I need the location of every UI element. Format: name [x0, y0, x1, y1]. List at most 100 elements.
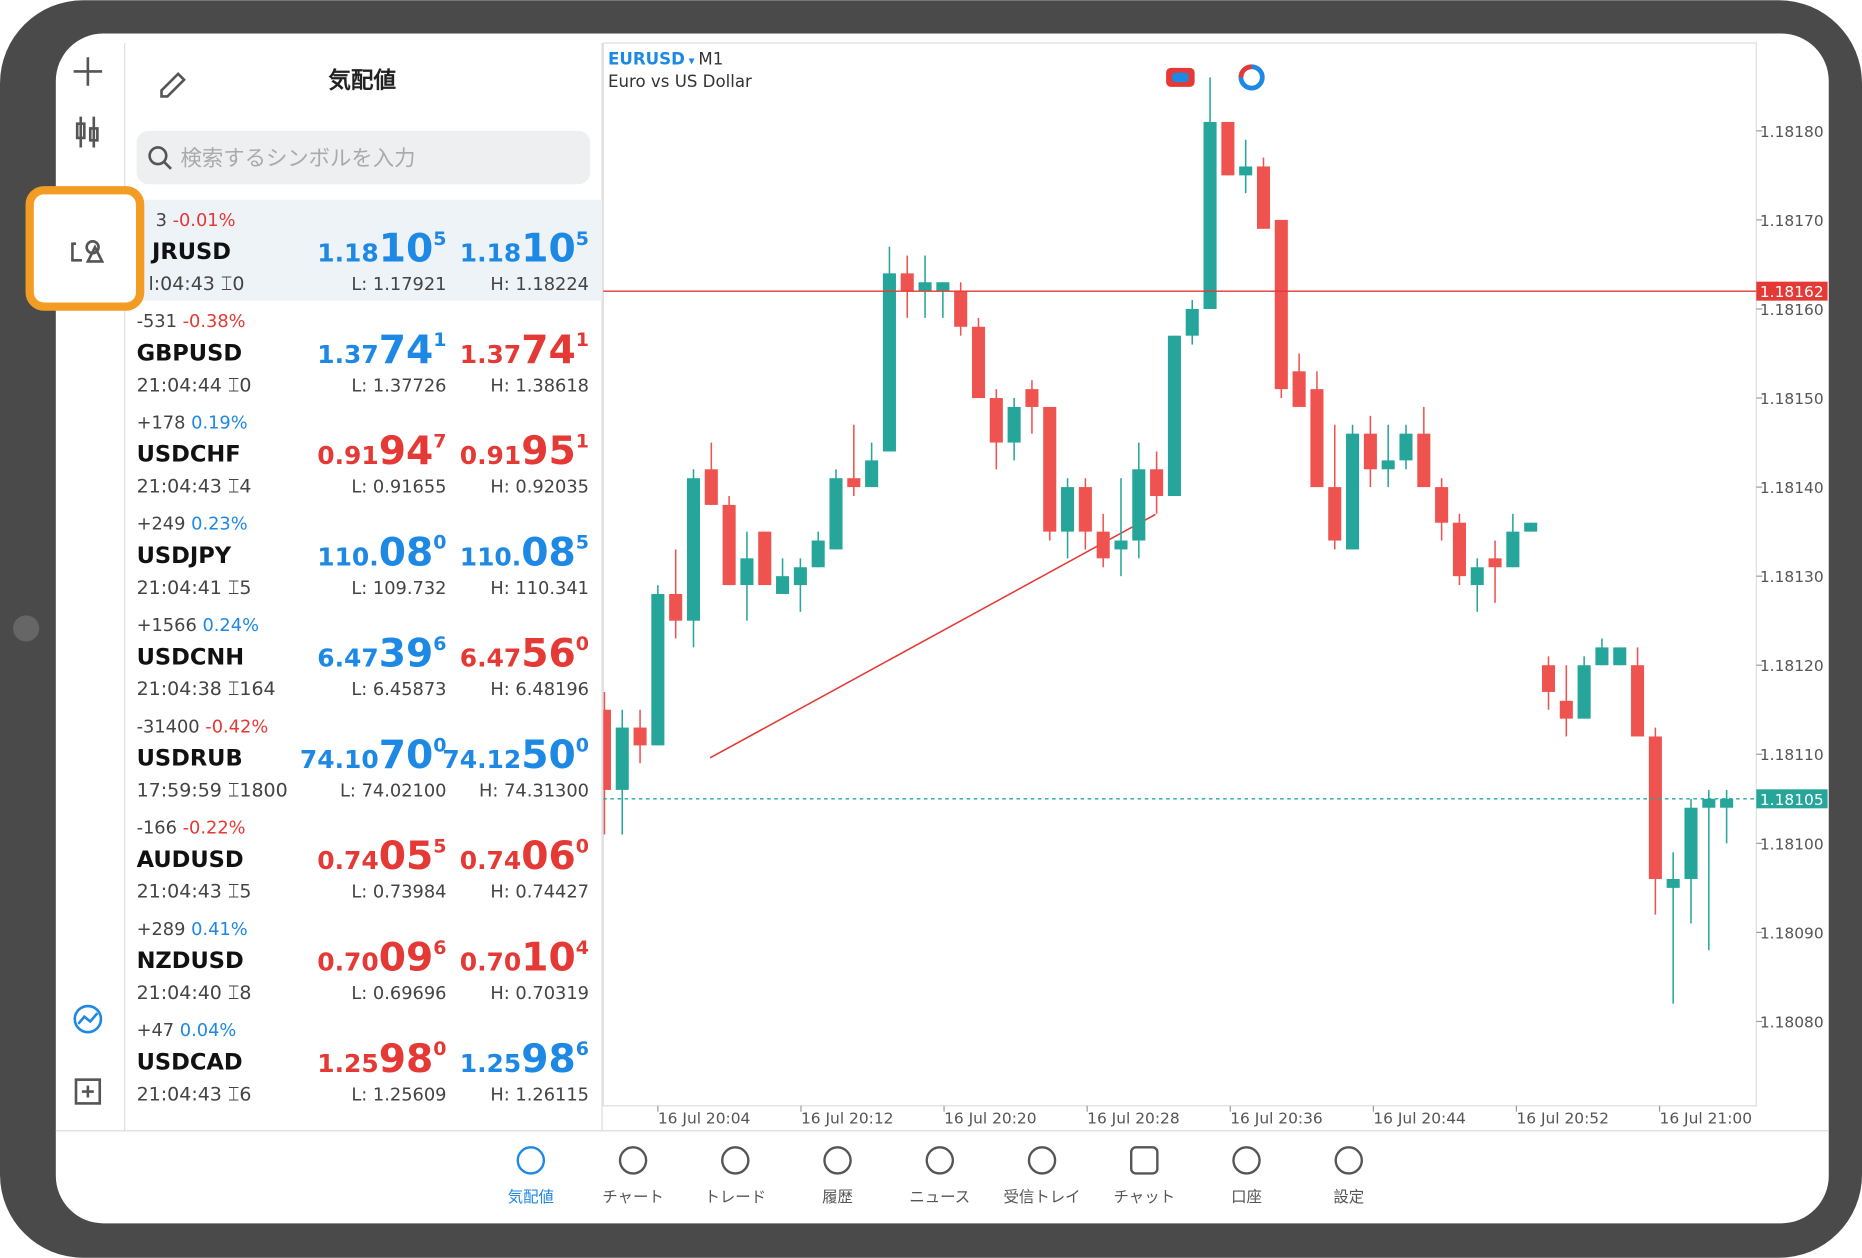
low: L: 1.25609 — [351, 1084, 446, 1105]
price-prefix: 0.74 — [317, 846, 379, 875]
candle-body — [1096, 531, 1110, 559]
price-sup: 0 — [576, 836, 589, 858]
candle-body — [1720, 798, 1734, 808]
symbol[interactable]: USDJPY — [137, 543, 232, 569]
x-tick-label: 16 Jul 21:00 — [1660, 1110, 1752, 1128]
tab-label[interactable]: 設定 — [1333, 1188, 1364, 1206]
candle-body — [1274, 219, 1288, 390]
time: 21:04:40 — [137, 982, 222, 1004]
y-tick-label: 1.18090 — [1760, 924, 1824, 942]
spread: 4 — [239, 476, 251, 498]
price-sup: 5 — [433, 836, 446, 858]
candle-body — [1078, 487, 1092, 532]
candle-body — [1452, 522, 1466, 577]
tab-icon[interactable] — [516, 1146, 546, 1175]
price-sup: 1 — [576, 430, 589, 452]
tab-label[interactable]: 気配値 — [508, 1188, 554, 1206]
change-percent: -0.42% — [205, 716, 268, 737]
symbol[interactable]: JRUSD — [150, 239, 231, 265]
price-big: 10 — [521, 936, 576, 981]
analytics-icon[interactable] — [73, 1004, 103, 1034]
price-sup: 7 — [433, 430, 446, 452]
candle-body — [1577, 665, 1591, 719]
quote-time: 21:04:38 ⌶164 — [137, 678, 276, 700]
crosshair-icon[interactable] — [73, 57, 103, 86]
candle-body — [1399, 433, 1413, 461]
object-icon — [71, 239, 105, 263]
candle-body — [1256, 166, 1271, 229]
tab-icon[interactable] — [721, 1146, 750, 1175]
change-points: -31400 — [137, 716, 200, 737]
trend-line[interactable] — [709, 513, 1156, 759]
symbol[interactable]: USDCHF — [137, 442, 241, 468]
price-big: 74 — [379, 328, 434, 373]
ask-price: 0.91951 — [460, 429, 589, 474]
candle-body — [1310, 389, 1324, 488]
high: H: 0.74427 — [490, 882, 589, 903]
bid-price: 1.25980 — [317, 1037, 446, 1082]
price-big: 50 — [521, 733, 576, 778]
x-tick-label: 16 Jul 20:20 — [944, 1110, 1036, 1128]
symbol[interactable]: USDCAD — [137, 1049, 243, 1075]
price-sup: 0 — [433, 1038, 446, 1060]
candle-body — [1328, 487, 1342, 541]
spread: 5 — [239, 577, 251, 599]
price-sup: 0 — [576, 633, 589, 655]
candle-body — [1185, 308, 1199, 336]
symbol[interactable]: NZDUSD — [137, 948, 244, 974]
low: L: 0.69696 — [351, 983, 446, 1004]
tab-icon[interactable] — [1334, 1146, 1364, 1175]
symbol[interactable]: USDCNH — [137, 644, 245, 670]
change-points: -166 — [137, 818, 177, 839]
chart-symbol[interactable]: EURUSD — [608, 49, 685, 68]
tab-label[interactable]: ニュース — [909, 1188, 970, 1206]
tab-label[interactable]: 履歴 — [822, 1188, 853, 1206]
tab-icon[interactable] — [1232, 1146, 1261, 1175]
price-sup: 5 — [433, 228, 446, 250]
price-prefix: 1.18 — [460, 238, 522, 267]
candle-body — [686, 478, 701, 621]
price-big: 95 — [521, 429, 576, 474]
spread: 0 — [232, 273, 244, 295]
symbol[interactable]: USDRUB — [137, 746, 243, 772]
tab-icon[interactable] — [1130, 1146, 1159, 1175]
price-prefix: 74.10 — [300, 745, 379, 774]
y-tick-label: 1.18160 — [1760, 301, 1824, 319]
tab-label[interactable]: チャート — [602, 1188, 664, 1206]
price-prefix: 110. — [460, 542, 522, 571]
candle-body — [776, 576, 790, 594]
price-sup: 6 — [433, 633, 446, 655]
candle-body — [1061, 487, 1075, 532]
symbol[interactable]: AUDUSD — [137, 847, 244, 873]
high: H: 1.18224 — [490, 274, 589, 295]
high: H: 74.31300 — [479, 780, 589, 801]
tab-icon[interactable] — [925, 1146, 955, 1175]
tab-icon[interactable] — [618, 1146, 648, 1175]
price-tag-label: 1.18162 — [1760, 283, 1824, 301]
chart-timeframe[interactable]: M1 — [698, 49, 723, 68]
chart-header: EURUSD ▾ M1 — [608, 49, 723, 68]
tab-icon[interactable] — [1027, 1146, 1057, 1175]
new-order-icon[interactable] — [74, 1078, 102, 1105]
tab-icon[interactable] — [823, 1146, 852, 1175]
ask-price: 6.47560 — [460, 632, 589, 677]
tab-label[interactable]: 口座 — [1231, 1188, 1262, 1206]
chart-description: Euro vs US Dollar — [608, 72, 752, 91]
symbol[interactable]: GBPUSD — [137, 340, 242, 366]
tab-label[interactable]: トレード — [704, 1188, 766, 1206]
candle-body — [1150, 469, 1164, 496]
price-sup: 0 — [433, 532, 446, 554]
bid-price: 0.70096 — [317, 936, 446, 981]
tab-label[interactable]: 受信トレイ — [1003, 1188, 1080, 1206]
change-points: 3 — [156, 210, 167, 231]
search-box[interactable] — [136, 130, 591, 185]
tab-label[interactable]: チャット — [1114, 1188, 1176, 1206]
candle-body — [1666, 878, 1680, 888]
x-tick-label: 16 Jul 20:36 — [1230, 1110, 1322, 1128]
ask-price: 110.085 — [460, 530, 589, 575]
ask-price: 74.12500 — [442, 733, 589, 778]
price-prefix: 6.47 — [317, 644, 379, 673]
edit-icon[interactable] — [160, 71, 186, 98]
indicator-icon[interactable] — [75, 116, 99, 148]
candle-body — [900, 273, 914, 292]
